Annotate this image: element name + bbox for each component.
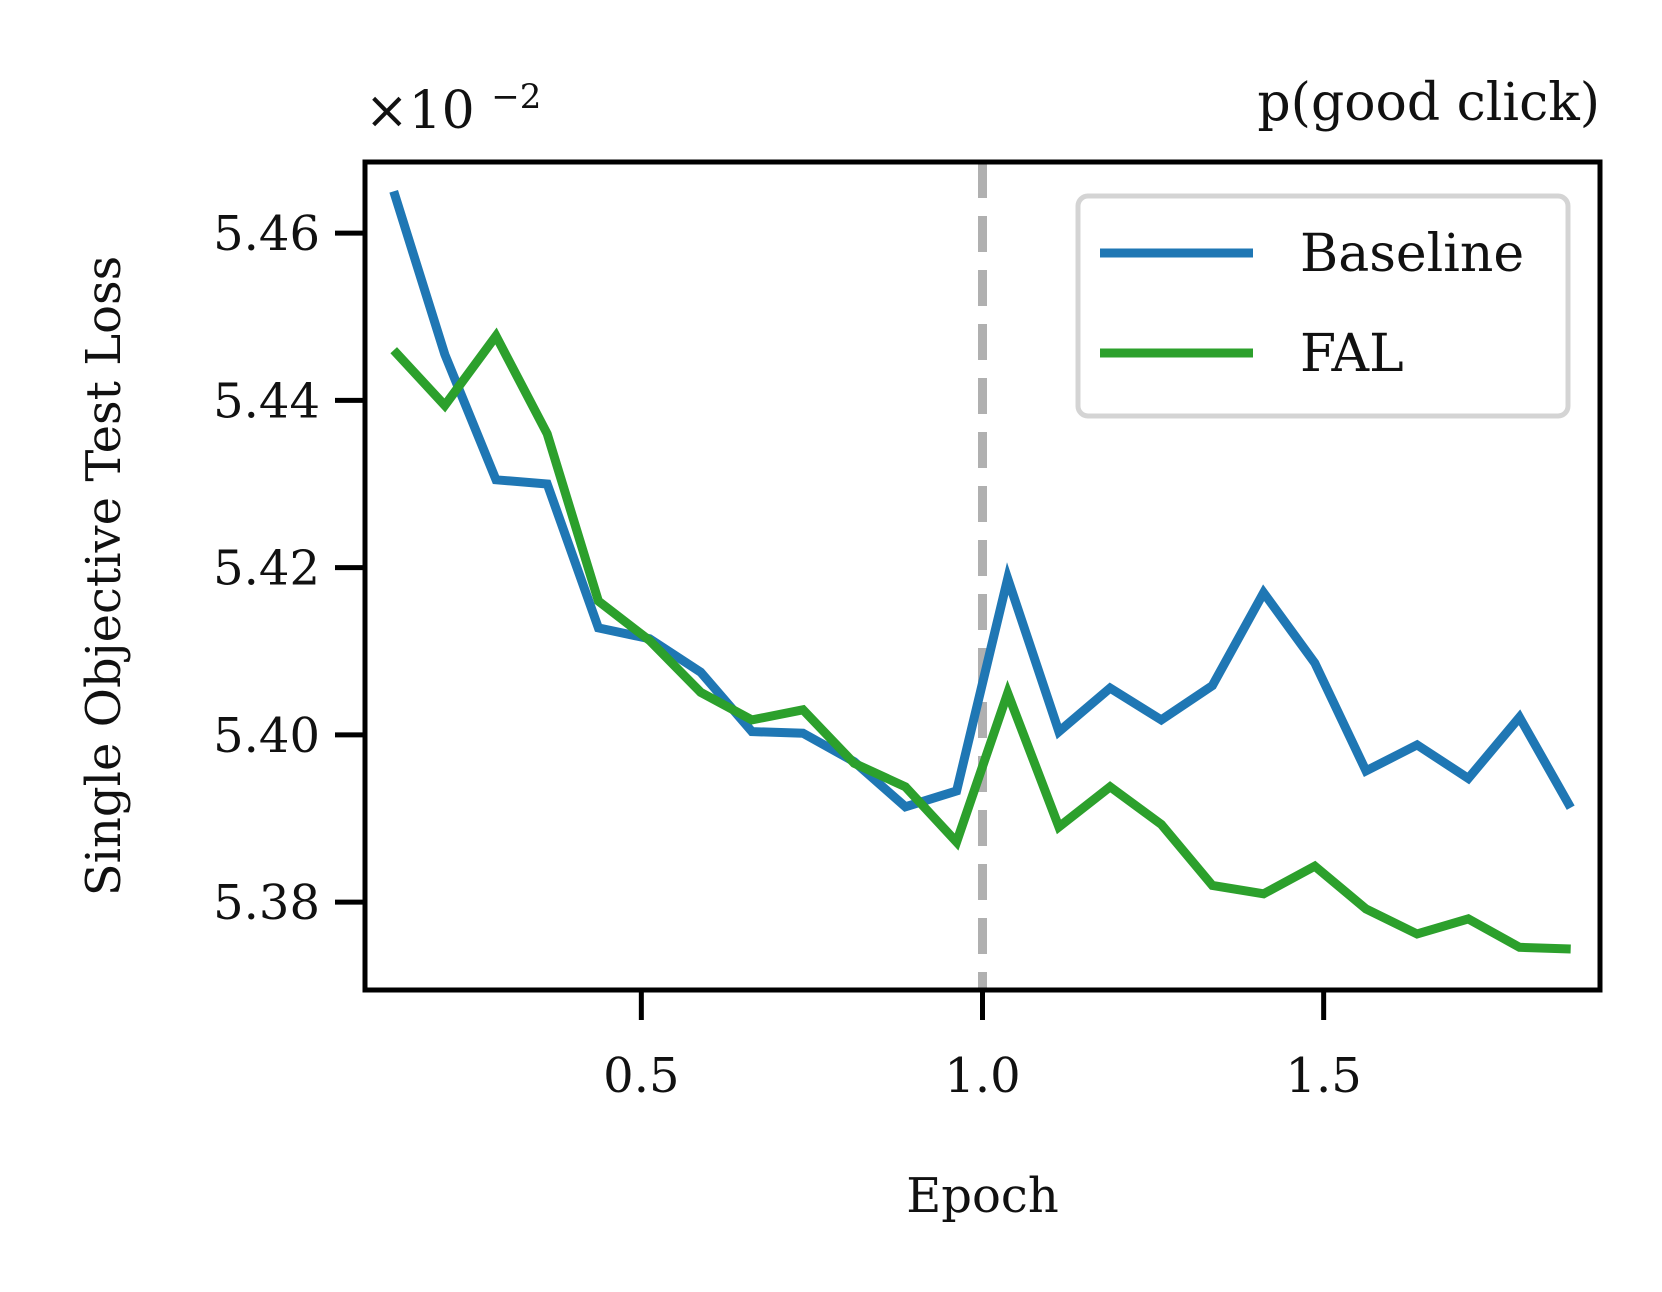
series-layer	[389, 189, 1575, 954]
y-axis-label: Single Objective Test Loss	[76, 256, 132, 896]
chart-title: p(good click)	[1257, 73, 1600, 133]
y-tick-label: 5.42	[213, 541, 320, 597]
series-line-fal	[390, 327, 1571, 954]
legend: Baseline FAL	[1075, 193, 1571, 419]
y-tick-label: 5.46	[213, 206, 320, 262]
x-tick-label: 0.5	[603, 1048, 679, 1104]
legend-label-fal: FAL	[1300, 324, 1404, 384]
ticks-layer: 0.5 1.0 1.5 5.38 5.40 5.42 5.44 5.46	[213, 206, 1362, 1104]
y-tick-label: 5.38	[213, 875, 320, 931]
y-tick-label: 5.44	[213, 373, 320, 429]
offset-base: ×10	[365, 81, 475, 141]
offset-exponent: −2	[491, 77, 541, 117]
x-tick-label: 1.0	[944, 1048, 1020, 1104]
axis-offset-label: ×10 −2	[365, 77, 541, 141]
x-axis-label: Epoch	[906, 1168, 1058, 1224]
y-tick-label: 5.40	[213, 708, 320, 764]
legend-label-baseline: Baseline	[1300, 224, 1524, 284]
series-line-baseline	[389, 189, 1575, 812]
x-tick-label: 1.5	[1285, 1048, 1361, 1104]
